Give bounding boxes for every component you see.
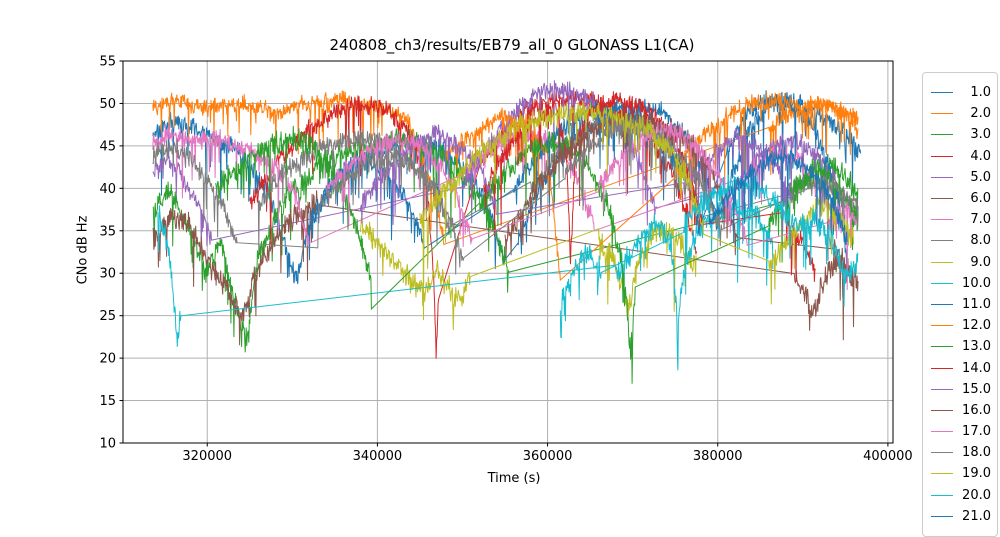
legend-label: 1.0 <box>970 85 991 101</box>
legend-line-swatch <box>931 240 953 242</box>
legend-line-swatch <box>931 367 953 369</box>
legend-label: 4.0 <box>970 148 991 164</box>
legend-label: 3.0 <box>970 127 991 143</box>
x-axis-label: Time (s) <box>487 471 541 486</box>
y-tick-label: 45 <box>99 139 116 154</box>
legend-line-swatch <box>931 494 953 496</box>
legend-entry-4.0: 4.0 <box>931 146 991 167</box>
matplotlib-figure: 320000 340000 360000 380000 400000 10 15 20 25 30… <box>75 36 998 537</box>
series-line-15.0 <box>359 124 793 232</box>
legend-label: 2.0 <box>970 106 991 122</box>
legend-label: 8.0 <box>970 233 991 249</box>
y-tick-label: 50 <box>99 97 116 112</box>
series-line-18.0 <box>152 115 859 275</box>
legend-entry-12.0: 12.0 <box>931 315 991 336</box>
legend-label: 10.0 <box>962 275 991 291</box>
legend-line-swatch <box>931 431 953 433</box>
legend-entry-6.0: 6.0 <box>931 188 991 209</box>
series-line-9.0 <box>359 217 697 331</box>
x-tick-label: 360000 <box>523 449 573 464</box>
legend-entry-16.0: 16.0 <box>931 400 991 421</box>
y-tick-label: 55 <box>99 55 116 70</box>
legend: 1.0 2.0 3.0 4.0 5.0 6.0 7.0 8.0 9.0 10.0 11.0 12.0 1… <box>922 72 998 537</box>
legend-entry-17.0: 17.0 <box>931 421 991 442</box>
legend-entry-1.0: 1.0 <box>931 82 991 103</box>
x-tick-label: 380000 <box>693 449 743 464</box>
legend-label: 15.0 <box>962 381 991 397</box>
legend-entry-11.0: 11.0 <box>931 294 991 315</box>
legend-entry-2.0: 2.0 <box>931 103 991 124</box>
legend-label: 21.0 <box>962 508 991 524</box>
series-line-21.0 <box>708 146 848 245</box>
legend-label: 14.0 <box>962 360 991 376</box>
y-tick-label: 25 <box>99 309 116 324</box>
legend-line-swatch <box>931 134 953 136</box>
x-tick-label: 320000 <box>182 449 232 464</box>
legend-line-swatch <box>931 282 953 284</box>
legend-label: 5.0 <box>970 169 991 185</box>
legend-label: 12.0 <box>962 318 991 334</box>
legend-line-swatch <box>931 325 953 327</box>
x-tick-label: 400000 <box>863 449 913 464</box>
legend-entry-18.0: 18.0 <box>931 442 991 463</box>
legend-label: 7.0 <box>970 212 991 228</box>
legend-entry-5.0: 5.0 <box>931 167 991 188</box>
legend-label: 6.0 <box>970 191 991 207</box>
legend-label: 13.0 <box>962 339 991 355</box>
x-tick-label: 340000 <box>353 449 403 464</box>
legend-entry-19.0: 19.0 <box>931 463 991 484</box>
legend-line-swatch <box>931 515 953 517</box>
legend-line-swatch <box>931 176 953 178</box>
legend-entry-14.0: 14.0 <box>931 357 991 378</box>
chart-title: 240808_ch3/results/EB79_all_0 GLONASS L1… <box>329 36 695 54</box>
legend-line-swatch <box>931 346 953 348</box>
legend-entry-13.0: 13.0 <box>931 336 991 357</box>
legend-label: 11.0 <box>962 296 991 312</box>
y-tick-label: 10 <box>99 437 116 452</box>
tick-labels: 320000 340000 360000 380000 400000 10 15 20 25 30… <box>99 55 912 465</box>
legend-line-swatch <box>931 409 953 411</box>
legend-entry-3.0: 3.0 <box>931 124 991 145</box>
legend-label: 19.0 <box>962 466 991 482</box>
legend-label: 16.0 <box>962 402 991 418</box>
series-line-6.0 <box>152 190 853 346</box>
y-tick-label: 40 <box>99 182 116 197</box>
legend-entry-20.0: 20.0 <box>931 485 991 506</box>
legend-entry-10.0: 10.0 <box>931 273 991 294</box>
legend-line-swatch <box>931 452 953 454</box>
legend-entry-7.0: 7.0 <box>931 209 991 230</box>
legend-label: 20.0 <box>962 487 991 503</box>
series-lines <box>152 80 862 384</box>
plot-canvas: 320000 340000 360000 380000 400000 10 15 20 25 30… <box>99 55 912 465</box>
y-axis-label: CNo dB Hz <box>75 215 91 285</box>
series-line-20.0 <box>559 174 859 339</box>
y-tick-label: 30 <box>99 267 116 282</box>
legend-line-swatch <box>931 155 953 157</box>
series-line-13.0 <box>215 125 859 384</box>
series-line-19.0 <box>419 101 854 321</box>
y-tick-label: 35 <box>99 224 116 239</box>
legend-label: 9.0 <box>970 254 991 270</box>
legend-label: 17.0 <box>962 424 991 440</box>
legend-line-swatch <box>931 92 953 94</box>
legend-entry-9.0: 9.0 <box>931 252 991 273</box>
axes-frame <box>122 60 894 444</box>
y-tick-label: 15 <box>99 394 116 409</box>
legend-entry-21.0: 21.0 <box>931 506 991 527</box>
legend-line-swatch <box>931 473 953 475</box>
legend-entry-8.0: 8.0 <box>931 230 991 251</box>
y-tick-label: 20 <box>99 352 116 367</box>
legend-line-swatch <box>931 261 953 263</box>
series-line-12.0 <box>445 92 859 282</box>
legend-line-swatch <box>931 388 953 390</box>
legend-line-swatch <box>931 219 953 221</box>
legend-entry-15.0: 15.0 <box>931 379 991 400</box>
legend-label: 18.0 <box>962 445 991 461</box>
legend-line-swatch <box>931 113 953 115</box>
legend-line-swatch <box>931 303 953 305</box>
legend-line-swatch <box>931 198 953 200</box>
